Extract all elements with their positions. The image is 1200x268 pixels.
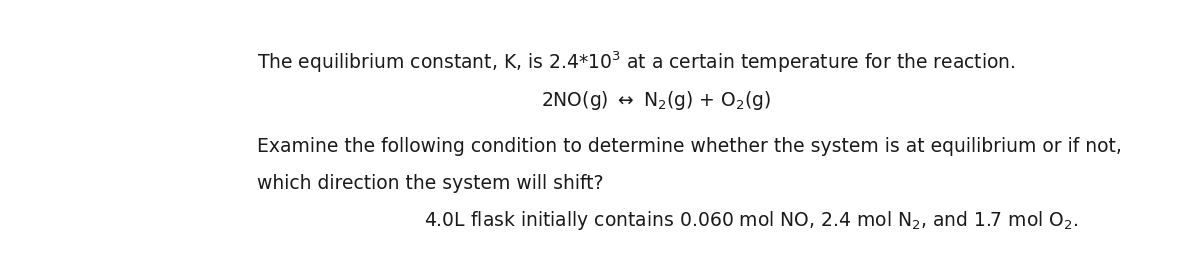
Text: The equilibrium constant, K, is 2.4*10$^{3}$ at a certain temperature for the re: The equilibrium constant, K, is 2.4*10$^… — [257, 50, 1015, 75]
Text: Examine the following condition to determine whether the system is at equilibriu: Examine the following condition to deter… — [257, 137, 1122, 156]
Text: 4.0L flask initially contains 0.060 mol NO, 2.4 mol N$_2$, and 1.7 mol O$_2$.: 4.0L flask initially contains 0.060 mol … — [425, 209, 1079, 232]
Text: 2NO(g) $\leftrightarrow$ N$_2$(g) + O$_2$(g): 2NO(g) $\leftrightarrow$ N$_2$(g) + O$_2… — [540, 90, 770, 113]
Text: which direction the system will shift?: which direction the system will shift? — [257, 174, 604, 193]
